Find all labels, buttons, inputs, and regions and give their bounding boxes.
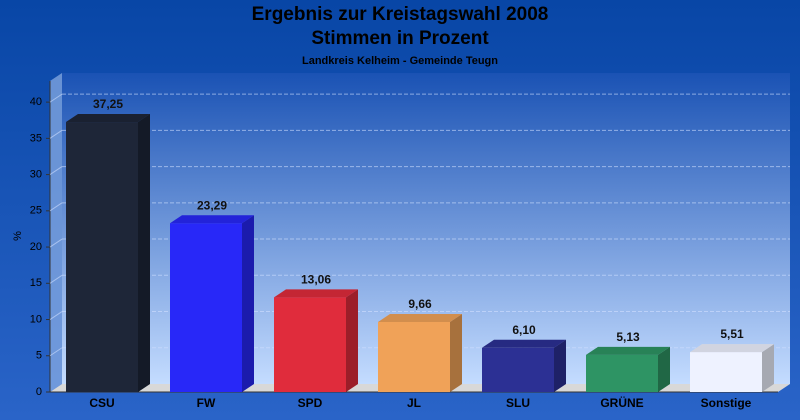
bar-side <box>450 313 462 392</box>
bar-side <box>242 215 254 392</box>
bar-top-shade <box>66 114 150 123</box>
grid-line-side <box>49 274 63 284</box>
bar-front <box>482 347 554 392</box>
x-tick-label: JL <box>407 396 421 410</box>
bar-top-shade <box>274 289 358 298</box>
bar-side <box>138 114 150 392</box>
bar-top-shade <box>170 215 254 224</box>
bar-side-shade <box>658 346 670 392</box>
grid-line-side <box>49 347 63 357</box>
grid-line-side <box>49 166 63 176</box>
grid-line-side <box>49 238 63 248</box>
bar <box>482 339 566 392</box>
bar-side-shade <box>554 339 566 392</box>
bar-top <box>170 215 254 224</box>
bar-top-shade <box>586 346 670 355</box>
y-tick-label: 15 <box>30 277 42 289</box>
bar <box>66 114 150 392</box>
y-tick-label: 40 <box>30 96 42 108</box>
bar <box>586 346 670 392</box>
value-label: 6,10 <box>512 323 536 337</box>
grid-line-side <box>49 93 63 103</box>
x-tick-label: GRÜNE <box>600 395 643 410</box>
x-tick-label: CSU <box>89 396 114 410</box>
value-label: 5,51 <box>720 327 744 341</box>
bar-top <box>66 114 150 123</box>
y-tick-label: 5 <box>36 350 42 362</box>
chart-subtitle: Stimmen in Prozent <box>311 28 489 49</box>
x-tick-label: SLU <box>506 396 530 410</box>
bar <box>274 289 358 392</box>
bar-side-shade <box>346 289 358 392</box>
grid-line-side <box>49 202 63 212</box>
bar-side-shade <box>450 313 462 392</box>
bar <box>378 313 462 392</box>
bar-side <box>762 344 774 392</box>
y-tick-label: 20 <box>30 241 42 253</box>
y-tick-label: 10 <box>30 313 42 325</box>
bar-side <box>658 346 670 392</box>
x-tick-label: Sonstige <box>701 396 752 410</box>
bar-front <box>66 122 138 392</box>
bar-side-shade <box>138 114 150 392</box>
grid-line-side <box>49 311 63 320</box>
x-tick-label: FW <box>197 396 216 410</box>
bar-front <box>690 352 762 392</box>
bar-side <box>346 289 358 392</box>
bar <box>170 215 254 392</box>
y-axis-label: % <box>12 231 24 241</box>
y-tick-label: 35 <box>30 132 42 144</box>
side-wall <box>50 73 62 392</box>
value-label: 37,25 <box>93 97 123 111</box>
bar-top <box>274 289 358 298</box>
bar-top-shade <box>690 344 774 353</box>
bar-front <box>378 321 450 392</box>
value-label: 9,66 <box>408 297 432 311</box>
bar <box>690 344 774 392</box>
bar-side-shade <box>762 344 774 392</box>
value-label: 13,06 <box>301 273 331 287</box>
value-label: 23,29 <box>197 198 227 212</box>
bar-top <box>586 346 670 355</box>
bar-top <box>378 313 462 322</box>
bar-side <box>554 339 566 392</box>
grid-line-side <box>49 129 63 139</box>
bar-top-shade <box>482 339 566 348</box>
value-label: 5,13 <box>616 330 640 344</box>
bar-top <box>482 339 566 348</box>
bar-front <box>170 223 242 392</box>
bar-front <box>586 354 658 392</box>
y-tick-label: 25 <box>30 205 42 217</box>
x-tick-label: SPD <box>298 396 323 410</box>
y-tick-label: 0 <box>36 386 42 398</box>
bar-top <box>690 344 774 353</box>
bar-top-shade <box>378 313 462 322</box>
bar-front <box>274 297 346 392</box>
chart-title: Ergebnis zur Kreistagswahl 2008 <box>252 4 549 25</box>
y-tick-label: 30 <box>30 168 42 180</box>
bar-side-shade <box>242 215 254 392</box>
chart-note: Landkreis Kelheim - Gemeinde Teugn <box>302 55 498 67</box>
